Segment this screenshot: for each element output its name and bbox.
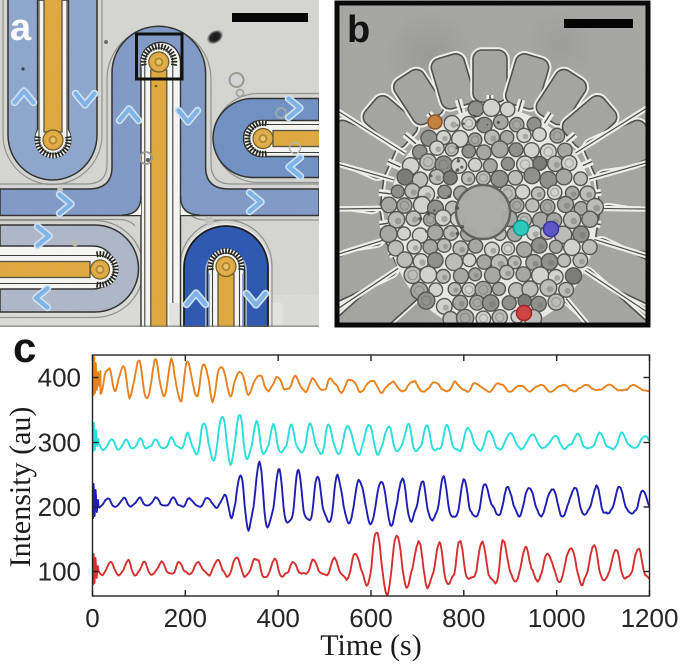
svg-text:400: 400 — [38, 363, 81, 393]
svg-text:200: 200 — [38, 492, 81, 522]
svg-text:Intensity (au): Intensity (au) — [4, 407, 37, 568]
svg-text:400: 400 — [257, 603, 300, 633]
svg-text:600: 600 — [349, 603, 392, 633]
svg-text:1000: 1000 — [528, 603, 586, 633]
svg-text:a: a — [10, 7, 32, 49]
svg-text:c: c — [13, 324, 36, 371]
svg-text:100: 100 — [38, 557, 81, 587]
svg-text:300: 300 — [38, 428, 81, 458]
svg-text:0: 0 — [85, 603, 99, 633]
svg-text:b: b — [347, 9, 370, 51]
svg-text:Time (s): Time (s) — [320, 629, 421, 662]
svg-text:1200: 1200 — [621, 603, 679, 633]
svg-text:800: 800 — [442, 603, 485, 633]
svg-text:200: 200 — [164, 603, 207, 633]
